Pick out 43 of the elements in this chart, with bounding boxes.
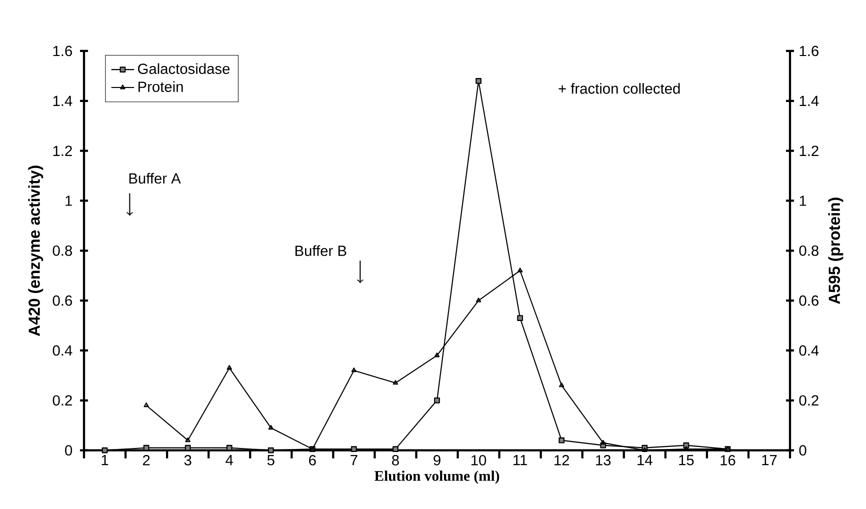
annotation: + fraction collected [558,83,680,94]
x-tick-label: 12 [554,455,570,466]
y-tick-label: 0.8 [52,245,72,256]
x-tick-label: 1 [102,455,108,466]
y-tick-label: 1.6 [53,46,72,56]
x-tick-label: 15 [679,455,694,466]
y2-tick-label: 0.4 [799,345,819,356]
x-tick-label: 14 [638,455,652,466]
y-tick-label: 1.2 [53,146,72,156]
x-tick-label: 5 [267,455,274,466]
y2-tick-label: 1.4 [800,96,819,106]
x-tick-label: 6 [309,455,316,466]
y2-tick-label: 0.2 [799,395,818,406]
y2-axis-title: A595 (protein) [828,198,844,304]
y-axis-title: A420 (enzyme activity) [28,166,44,336]
x-tick-label: 11 [514,455,527,466]
x-tick-label: 17 [762,455,777,466]
y-tick-label: 1.4 [53,96,72,106]
y-tick-label: 0.6 [52,295,72,306]
y2-tick-label: 1 [800,196,806,206]
y2-tick-label: 1.2 [800,146,818,156]
legend-label: Galactosidase [138,63,230,74]
x-tick-label: 2 [142,455,150,466]
annotation: Buffer A [129,172,181,184]
x-tick-label: 7 [350,455,358,466]
x-axis-title: Elution volume (ml) [374,470,500,484]
y2-tick-label: 0.6 [799,295,818,306]
x-tick-label: 9 [434,455,440,466]
y-tick-label: 0.2 [52,395,72,406]
x-tick-label: 10 [471,455,486,466]
x-tick-label: 3 [184,455,192,466]
legend-label: Protein [138,81,183,92]
y-tick-label: 0 [65,445,72,456]
x-tick-label: 4 [226,455,233,466]
y2-tick-label: 1.6 [800,46,818,56]
y2-tick-label: 0 [799,445,806,456]
y2-tick-label: 0.8 [799,245,818,256]
y-tick-label: 0.4 [52,345,72,356]
x-tick-label: 16 [720,455,736,466]
annotation: Buffer B [296,245,346,256]
y-tick-label: 1 [66,196,72,206]
x-tick-label: 8 [392,455,399,466]
x-tick-label: 13 [596,455,611,466]
